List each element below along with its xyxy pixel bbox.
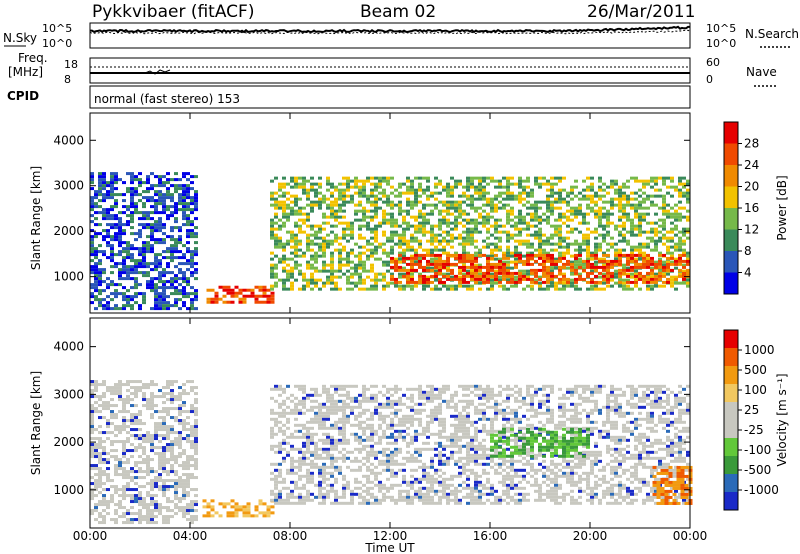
nsearch-label: N.Search	[745, 27, 799, 41]
colorbar-cell	[724, 420, 738, 438]
velocity-heatmap-panel: 1000 2000 3000 4000 00:00 04:00 08:00 12:00 16:0…	[53, 317, 708, 543]
data-region-1	[206, 285, 275, 304]
colorbar-cell	[724, 474, 738, 492]
colorbar-cell	[724, 384, 738, 402]
colorbar-tick-label: 4	[744, 266, 752, 280]
colorbar-cell	[724, 402, 738, 420]
power-heatmap-panel: 1000 2000 3000 4000	[53, 112, 691, 314]
nsky-trace	[90, 25, 690, 34]
colorbar-cell	[724, 330, 738, 348]
time-xlabel: Time UT	[364, 541, 415, 554]
colorbar-tick-label: 8	[744, 244, 752, 258]
y-tick-label: 2000	[53, 435, 84, 449]
freq-label-2: [MHz]	[8, 65, 43, 79]
power-colorbar-label: Power [dB]	[775, 175, 789, 240]
nsearch-tick-high: 10^5	[706, 22, 736, 35]
data-region-1	[202, 499, 275, 518]
nave-tick-low: 0	[706, 73, 713, 86]
colorbar-cell	[724, 208, 738, 230]
y-tick-label: 3000	[53, 179, 84, 193]
data-region-3	[390, 253, 690, 284]
colorbar-tick-label: -500	[744, 463, 771, 477]
power-ylabel: Slant Range [km]	[29, 166, 43, 270]
data-region-2	[270, 384, 690, 505]
colorbar-cell	[724, 348, 738, 366]
data-region-0	[90, 380, 198, 525]
colorbar-cell	[724, 456, 738, 474]
colorbar-tick-label: 12	[744, 223, 759, 237]
colorbar-cell	[724, 272, 738, 294]
colorbar-cell	[724, 251, 738, 273]
x-tick-label: 00:00	[73, 529, 108, 543]
beam-title: Beam 02	[360, 2, 436, 22]
freq-label-1: Freq.	[18, 51, 48, 65]
colorbar-tick-label: -1000	[744, 483, 779, 497]
y-tick-label: 2000	[53, 224, 84, 238]
colorbar-tick-label: 24	[744, 158, 759, 172]
x-tick-label: 00:00	[673, 529, 708, 543]
nsky-tick-high: 10^5	[42, 22, 72, 35]
y-tick-label: 4000	[53, 133, 84, 147]
freq-wiggle	[144, 69, 171, 75]
colorbar-tick-label: 1000	[744, 343, 775, 357]
freq-panel: Freq. [MHz] 18 8 60 0 Nave	[8, 51, 778, 87]
cpid-value: normal (fast stereo) 153	[94, 92, 240, 106]
data-region-3	[490, 427, 590, 458]
nave-tick-high: 60	[706, 56, 720, 69]
colorbar-tick-label: 100	[744, 383, 767, 397]
colorbar-cell	[724, 122, 738, 144]
freq-tick-high: 18	[64, 58, 78, 71]
colorbar-cell	[724, 438, 738, 456]
power-colorbar: 28 24 20 16 12 8 4	[723, 121, 759, 295]
y-tick-label: 1000	[53, 270, 84, 284]
y-tick-label: 3000	[53, 387, 84, 401]
nsky-label: N.Sky	[3, 31, 37, 45]
nsky-tick-low: 10^0	[42, 37, 72, 50]
colorbar-cell	[724, 366, 738, 384]
nsearch-tick-low: 10^0	[706, 37, 736, 50]
colorbar-cell	[724, 492, 738, 510]
x-tick-label: 12:00	[373, 529, 408, 543]
colorbar-tick-label: -25	[744, 423, 764, 437]
date-title: 26/Mar/2011	[587, 2, 695, 22]
x-tick-label: 08:00	[273, 529, 308, 543]
data-region-0	[90, 172, 198, 311]
station-title: Pykkvibaer (fitACF)	[92, 2, 254, 22]
freq-tick-low: 8	[64, 73, 71, 86]
cpid-label: CPID	[7, 89, 39, 103]
colorbar-tick-label: 25	[744, 403, 759, 417]
x-tick-label: 20:00	[573, 529, 608, 543]
x-tick-label: 16:00	[473, 529, 508, 543]
colorbar-tick-label: 20	[744, 180, 759, 194]
velocity-colorbar-label: Velocity [m s⁻¹]	[775, 373, 789, 466]
colorbar-cell	[724, 165, 738, 187]
colorbar-cell	[724, 229, 738, 251]
colorbar-tick-label: 28	[744, 137, 759, 151]
colorbar-tick-label: 16	[744, 201, 759, 215]
y-tick-label: 1000	[53, 483, 84, 497]
y-tick-label: 4000	[53, 340, 84, 354]
colorbar-cell	[724, 143, 738, 165]
x-tick-label: 04:00	[173, 529, 208, 543]
velocity-ylabel: Slant Range [km]	[29, 371, 43, 475]
colorbar-tick-label: -100	[744, 443, 771, 457]
nave-label: Nave	[746, 65, 777, 79]
colorbar-tick-label: 500	[744, 363, 767, 377]
nsky-panel: 10^5 10^0 N.Sky 10^5 10^0 N.Search	[3, 22, 799, 50]
velocity-colorbar: 1000 500 100 25 -25 -100 -500 -1000	[723, 329, 779, 511]
colorbar-cell	[724, 186, 738, 208]
